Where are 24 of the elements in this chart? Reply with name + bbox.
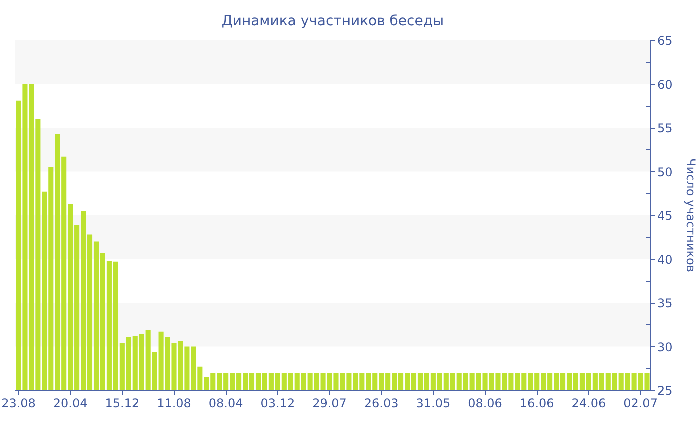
x-tick-label: 31.05 bbox=[416, 396, 451, 410]
y-tick-label: 55 bbox=[658, 122, 673, 136]
y-tick-label: 50 bbox=[658, 165, 673, 180]
x-tick-label: 16.06 bbox=[520, 396, 554, 410]
y-tick-label: 60 bbox=[658, 78, 673, 92]
x-tick-label: 08.04 bbox=[208, 396, 244, 410]
chart-title: Динамика участников беседы bbox=[222, 14, 444, 30]
y-tick-label: 25 bbox=[658, 384, 673, 398]
x-tick-label: 15.12 bbox=[105, 396, 140, 410]
x-tick-label: 20.04 bbox=[53, 396, 88, 410]
x-tick-label: 29.07 bbox=[312, 396, 347, 410]
x-tick-label: 02.07 bbox=[624, 396, 658, 410]
x-tick-label: 03.12 bbox=[260, 396, 296, 410]
y-tick-label: 35 bbox=[658, 296, 673, 310]
x-tick-label: 23.08 bbox=[2, 396, 36, 410]
x-tick-label: 26.03 bbox=[364, 396, 399, 410]
y-tick-label: 40 bbox=[658, 252, 673, 267]
x-tick-label: 11.08 bbox=[157, 396, 192, 410]
y-tick-label: 65 bbox=[658, 34, 673, 48]
y-axis-title: Число участников bbox=[684, 158, 698, 272]
x-tick-label: 24.06 bbox=[572, 396, 606, 410]
y-tick-label: 45 bbox=[658, 209, 673, 223]
y-tick-label: 30 bbox=[658, 340, 673, 354]
x-tick-label: 08.06 bbox=[468, 396, 502, 410]
